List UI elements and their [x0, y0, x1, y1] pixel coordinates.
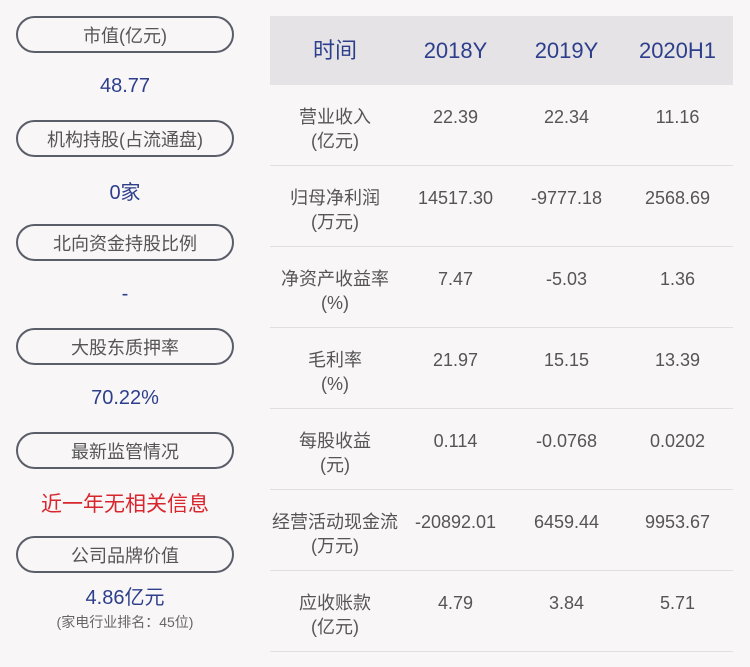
row-name: 经营活动现金流	[272, 512, 398, 532]
table-cell: 7.47	[437, 269, 474, 289]
table-cell: -5.03	[545, 269, 588, 289]
header-2019: 2019Y	[534, 37, 599, 63]
table-cell: 4.79	[437, 593, 474, 613]
table-cell: 13.39	[654, 350, 701, 370]
row-unit: (%)	[321, 293, 349, 313]
metric-value-block: 0家	[16, 157, 234, 224]
row-name: 营业收入	[299, 107, 371, 127]
metric-label-pill: 北向资金持股比例	[16, 224, 234, 261]
row-label: 每股收益 (元)	[270, 429, 400, 477]
row-unit: (%)	[321, 374, 349, 394]
row-unit: (元)	[320, 455, 350, 475]
metric-label-pill: 公司品牌价值	[16, 536, 234, 573]
table-cell: 6459.44	[533, 512, 600, 532]
metric-label: 公司品牌价值	[71, 545, 179, 566]
metric-label: 北向资金持股比例	[53, 233, 197, 254]
table-cell: 11.16	[655, 107, 700, 127]
metric-label-pill: 最新监管情况	[16, 432, 234, 469]
row-name: 每股收益	[299, 431, 371, 451]
row-unit: (万元)	[311, 212, 359, 232]
metric-value-block: 近一年无相关信息	[16, 469, 234, 536]
metric-value: 0家	[109, 182, 141, 204]
table-cell: 9953.67	[644, 512, 711, 532]
table-row: 应收账款 (亿元) 4.79 3.84 5.71	[270, 571, 733, 652]
table-cell: -20892.01	[414, 512, 497, 532]
table-cell: 0.114	[433, 431, 478, 451]
table-cell: 2568.69	[644, 188, 711, 208]
table-row: 净资产收益率 (%) 7.47 -5.03 1.36	[270, 247, 733, 328]
table-cell: 0.0202	[649, 431, 706, 451]
metric-value: 48.77	[99, 75, 151, 97]
table-header: 时间 2018Y 2019Y 2020H1	[270, 16, 733, 85]
metric-value-block: 48.77	[16, 53, 234, 120]
table-row: 毛利率 (%) 21.97 15.15 13.39	[270, 328, 733, 409]
table-cell: 3.84	[548, 593, 585, 613]
table-cell: 22.34	[543, 107, 590, 127]
metric-label-pill: 大股东质押率	[16, 328, 234, 365]
table-cell: 14517.30	[417, 188, 494, 208]
metric-subtext: (家电行业排名：45位)	[56, 614, 194, 630]
table-cell: 22.39	[432, 107, 479, 127]
stock-summary-panel: 市值(亿元) 48.77 机构持股(占流通盘) 0家北向资金持股比例 - 大股东质押率 70…	[16, 16, 234, 640]
row-name: 应收账款	[299, 593, 371, 613]
metric-label-pill: 机构持股(占流通盘)	[16, 120, 234, 157]
header-2020h1: 2020H1	[638, 37, 717, 63]
table-cell: 21.97	[432, 350, 479, 370]
row-name: 毛利率	[308, 350, 362, 370]
metric-label: 机构持股(占流通盘)	[47, 129, 203, 150]
financial-table: 时间 2018Y 2019Y 2020H1 营业收入 (亿元) 22.39 22.34…	[270, 16, 733, 652]
table-cell: 15.15	[543, 350, 590, 370]
metric-value-block: -	[16, 261, 234, 328]
table-cell: 5.71	[659, 593, 696, 613]
metric-value: -	[121, 283, 129, 305]
table-cell: 1.36	[659, 269, 696, 289]
metric-value-block: 70.22%	[16, 365, 234, 432]
row-label: 净资产收益率 (%)	[270, 267, 400, 315]
metric-label: 大股东质押率	[71, 337, 179, 358]
row-name: 净资产收益率	[281, 269, 389, 289]
row-unit: (万元)	[311, 536, 359, 556]
metric-value: 4.86亿元	[85, 587, 165, 609]
metric-value: 70.22%	[91, 387, 159, 409]
row-label: 归母净利润 (万元)	[270, 186, 400, 234]
metric-value: 近一年无相关信息	[41, 492, 209, 516]
row-label: 经营活动现金流 (万元)	[270, 510, 400, 558]
metric-label-pill: 市值(亿元)	[16, 16, 234, 53]
header-time: 时间	[312, 37, 357, 63]
metric-label: 市值(亿元)	[83, 25, 167, 46]
table-cell: -9777.18	[530, 188, 603, 208]
table-row: 归母净利润 (万元) 14517.30 -9777.18 2568.69	[270, 166, 733, 247]
row-unit: (亿元)	[311, 131, 359, 151]
row-label: 营业收入 (亿元)	[270, 105, 400, 153]
row-label: 应收账款 (亿元)	[270, 591, 400, 639]
table-row: 每股收益 (元) 0.114 -0.0768 0.0202	[270, 409, 733, 490]
row-unit: (亿元)	[311, 617, 359, 637]
row-label: 毛利率 (%)	[270, 348, 400, 396]
metric-value-block: 4.86亿元 (家电行业排名：45位)	[16, 573, 234, 640]
metric-label: 最新监管情况	[71, 441, 179, 462]
table-cell: -0.0768	[535, 431, 598, 451]
table-row: 营业收入 (亿元) 22.39 22.34 11.16	[270, 85, 733, 166]
table-row: 经营活动现金流 (万元) -20892.01 6459.44 9953.67	[270, 490, 733, 571]
header-2018: 2018Y	[423, 37, 488, 63]
row-name: 归母净利润	[290, 188, 380, 208]
